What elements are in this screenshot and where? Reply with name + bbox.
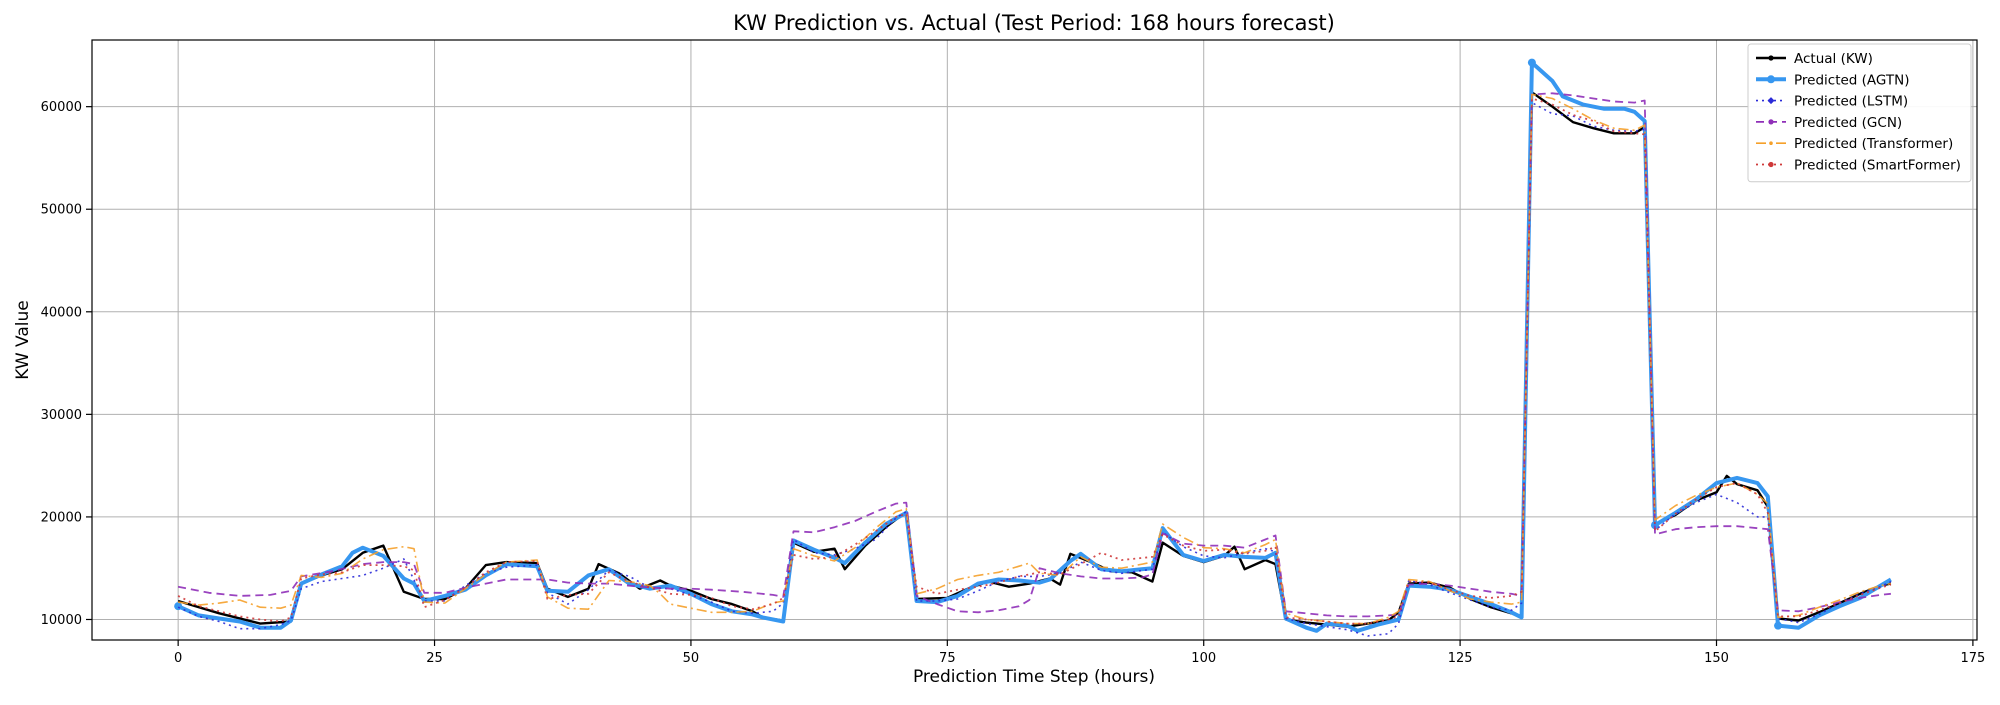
y-tick-label: 30000 bbox=[41, 408, 82, 423]
y-tick-label: 20000 bbox=[41, 510, 82, 525]
series-line bbox=[177, 60, 1892, 633]
legend-item: Actual (KW) bbox=[1756, 51, 1873, 67]
x-tick-label: 100 bbox=[1191, 651, 1216, 666]
y-tick-label: 50000 bbox=[41, 203, 82, 218]
x-tick-label: 25 bbox=[426, 651, 443, 666]
legend-label: Predicted (SmartFormer) bbox=[1794, 158, 1961, 174]
series-point bbox=[1769, 141, 1773, 145]
legend-item: Predicted (SmartFormer) bbox=[1756, 158, 1961, 174]
x-tick-label: 150 bbox=[1704, 651, 1729, 666]
plot-frame bbox=[91, 39, 1978, 641]
chart-title: KW Prediction vs. Actual (Test Period: 1… bbox=[733, 11, 1335, 35]
series-point bbox=[174, 602, 183, 611]
series-line bbox=[177, 93, 1892, 625]
x-tick-label: 75 bbox=[939, 651, 956, 666]
legend-box bbox=[1747, 43, 1972, 183]
series-point bbox=[1768, 161, 1774, 168]
series-point bbox=[1767, 75, 1775, 84]
legend-label: Actual (KW) bbox=[1794, 51, 1873, 67]
legend-label: Predicted (AGTN) bbox=[1794, 72, 1910, 88]
series-point bbox=[1767, 97, 1775, 105]
series-point bbox=[1774, 621, 1783, 630]
x-axis: 0 25 50 75 100 125 150 175 bbox=[174, 640, 1985, 666]
series-line bbox=[177, 101, 1892, 637]
series-predicted-transformer bbox=[177, 93, 1892, 625]
series-predicted-agtn bbox=[174, 58, 1892, 633]
y-tick-label: 60000 bbox=[41, 100, 82, 115]
y-axis: 10000 20000 30000 40000 50000 60000 bbox=[41, 100, 92, 628]
series-point bbox=[1650, 521, 1659, 530]
legend-label: Predicted (LSTM) bbox=[1794, 94, 1908, 110]
legend-item: Predicted (LSTM) bbox=[1756, 94, 1908, 110]
legend-label: Predicted (GCN) bbox=[1794, 115, 1902, 131]
series-point bbox=[1768, 119, 1774, 125]
x-tick-label: 50 bbox=[683, 651, 700, 666]
legend: Actual (KW) Predicted (AGTN) Predicted (LS… bbox=[1747, 43, 1972, 183]
series-layer bbox=[174, 58, 1892, 637]
y-axis-label: KW Value bbox=[13, 300, 33, 379]
y-tick-label: 10000 bbox=[41, 613, 82, 628]
series-line bbox=[177, 97, 1892, 625]
y-tick-label: 40000 bbox=[41, 305, 82, 320]
series-predicted-lstm bbox=[177, 101, 1892, 637]
series-predicted-gcn bbox=[177, 92, 1891, 618]
legend-item: Predicted (GCN) bbox=[1756, 115, 1902, 131]
x-tick-label: 0 bbox=[174, 651, 182, 666]
series-point bbox=[1768, 55, 1774, 61]
legend-label: Predicted (Transformer) bbox=[1794, 136, 1953, 152]
grid-lines bbox=[92, 40, 1977, 640]
series-point bbox=[1527, 58, 1536, 67]
x-tick-label: 125 bbox=[1448, 651, 1473, 666]
x-tick-label: 175 bbox=[1960, 651, 1985, 666]
series-line bbox=[177, 92, 1891, 618]
legend-item: Predicted (AGTN) bbox=[1756, 72, 1910, 88]
series-predicted-smartformer bbox=[177, 97, 1892, 625]
x-axis-label: Prediction Time Step (hours) bbox=[913, 667, 1155, 687]
legend-item: Predicted (Transformer) bbox=[1756, 136, 1953, 152]
